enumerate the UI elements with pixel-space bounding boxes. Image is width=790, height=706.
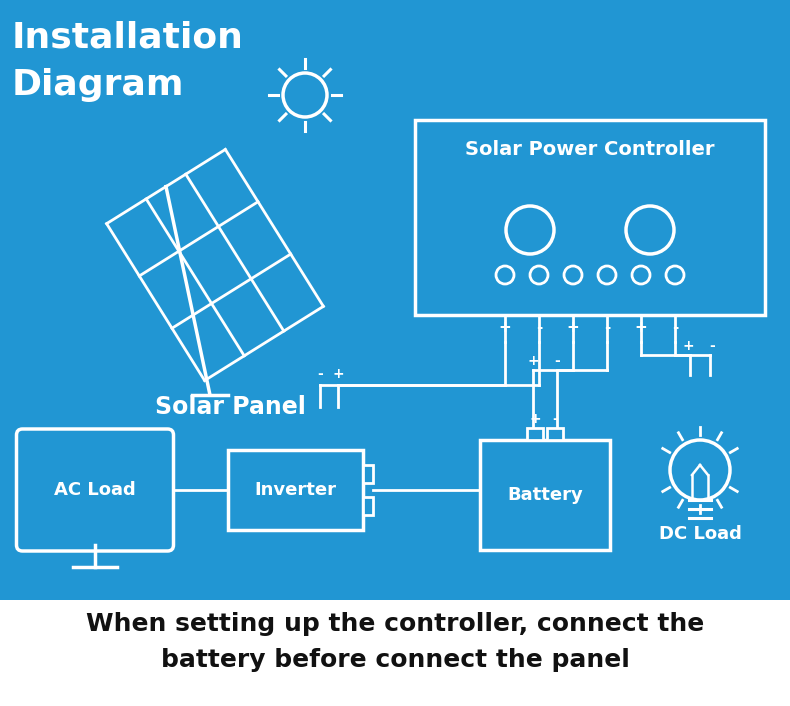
Text: -: - <box>536 320 542 335</box>
Text: battery before connect the panel: battery before connect the panel <box>160 648 630 672</box>
Text: Inverter: Inverter <box>254 481 337 499</box>
Text: +: + <box>527 354 539 368</box>
Text: +: + <box>332 367 344 381</box>
FancyBboxPatch shape <box>547 428 563 440</box>
Text: +: + <box>634 320 647 335</box>
FancyBboxPatch shape <box>363 465 373 483</box>
Text: -: - <box>317 367 323 381</box>
FancyBboxPatch shape <box>480 440 610 550</box>
Polygon shape <box>0 0 790 600</box>
Text: Installation: Installation <box>12 20 244 54</box>
Text: Solar Power Controller: Solar Power Controller <box>465 140 715 159</box>
Text: -: - <box>552 412 558 426</box>
Text: Solar Panel: Solar Panel <box>155 395 306 419</box>
Text: -: - <box>672 320 678 335</box>
Text: Battery: Battery <box>507 486 583 504</box>
Text: +: + <box>683 339 694 353</box>
Text: Diagram: Diagram <box>12 68 185 102</box>
Text: AC Load: AC Load <box>55 481 136 499</box>
Text: -: - <box>554 354 560 368</box>
Text: When setting up the controller, connect the: When setting up the controller, connect … <box>86 612 704 636</box>
Text: -: - <box>709 339 715 353</box>
Text: -: - <box>604 320 610 335</box>
FancyBboxPatch shape <box>17 429 174 551</box>
FancyBboxPatch shape <box>527 428 543 440</box>
Text: +: + <box>566 320 579 335</box>
Text: DC Load: DC Load <box>659 525 742 543</box>
Text: +: + <box>529 412 541 426</box>
Text: +: + <box>498 320 511 335</box>
FancyBboxPatch shape <box>363 497 373 515</box>
Polygon shape <box>0 600 790 706</box>
FancyBboxPatch shape <box>415 120 765 315</box>
FancyBboxPatch shape <box>228 450 363 530</box>
